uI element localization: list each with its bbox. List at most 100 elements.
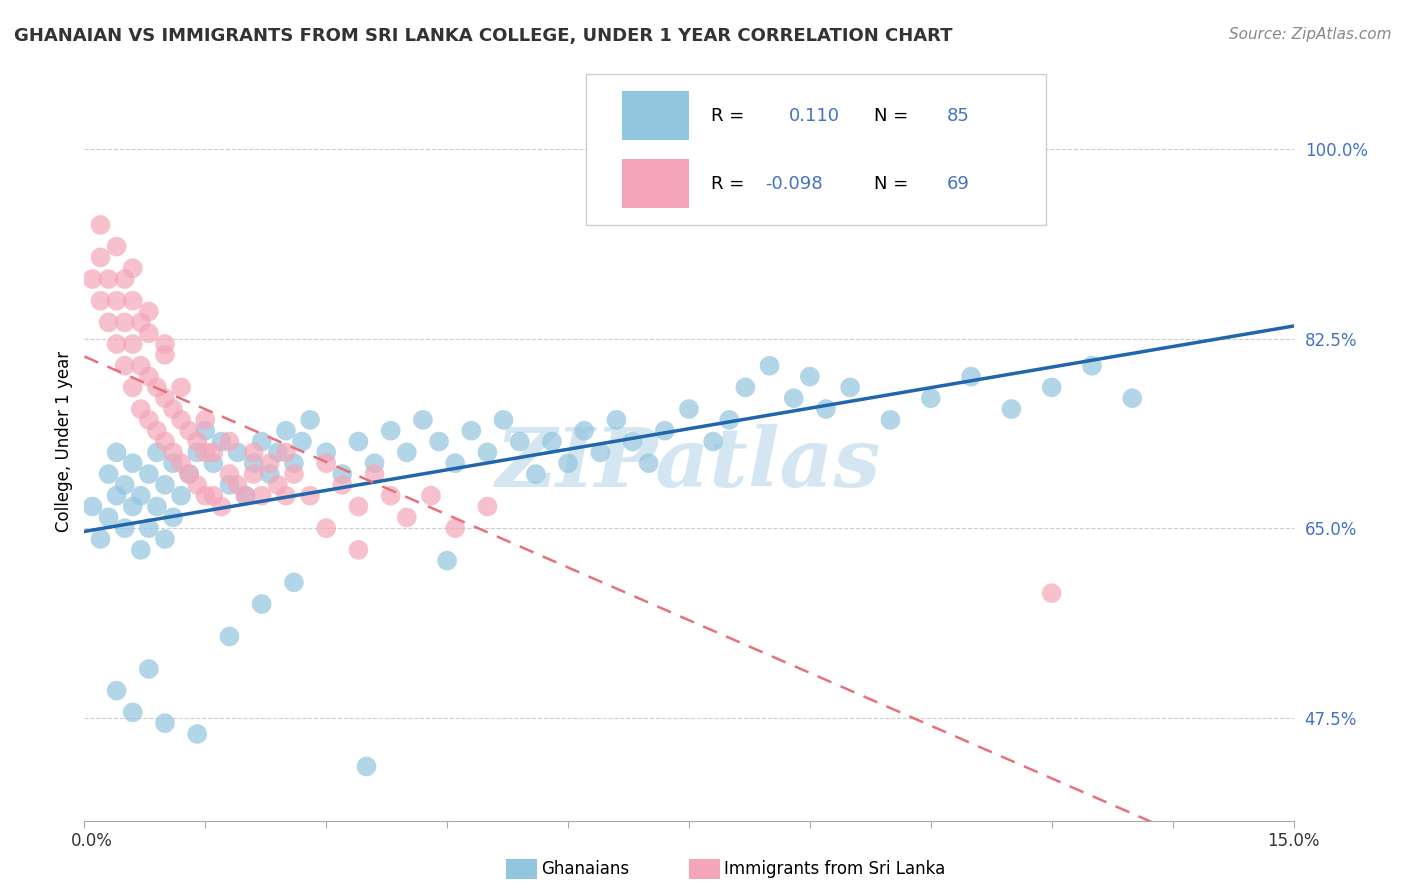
Point: [209, 434, 232, 449]
Point: [589, 445, 612, 459]
Point: [105, 489, 128, 503]
Point: [146, 445, 169, 459]
Point: [718, 413, 741, 427]
Point: [146, 424, 169, 438]
Point: [920, 391, 942, 405]
Text: N =: N =: [875, 106, 908, 125]
Point: [347, 500, 370, 514]
Point: [97, 315, 120, 329]
Point: [678, 402, 700, 417]
Point: [129, 315, 152, 329]
Point: [82, 500, 104, 514]
Point: [315, 521, 337, 535]
Point: [121, 293, 143, 308]
Point: [605, 413, 627, 427]
Point: [114, 521, 136, 535]
Point: [97, 510, 120, 524]
Point: [226, 478, 249, 492]
Point: [121, 337, 143, 351]
Point: [259, 456, 281, 470]
Point: [734, 380, 756, 394]
Point: [194, 413, 217, 427]
Point: [242, 445, 264, 459]
Point: [330, 467, 353, 481]
Point: [291, 434, 314, 449]
Point: [1081, 359, 1104, 373]
Point: [121, 380, 143, 394]
Point: [347, 434, 370, 449]
Point: [129, 402, 152, 417]
Text: 0.0%: 0.0%: [70, 831, 112, 849]
Point: [799, 369, 821, 384]
Point: [250, 489, 273, 503]
Point: [153, 716, 176, 731]
Point: [783, 391, 806, 405]
Point: [194, 445, 217, 459]
Point: [162, 402, 184, 417]
Point: [242, 456, 264, 470]
Point: [179, 467, 201, 481]
Point: [315, 456, 337, 470]
Point: [274, 445, 297, 459]
Point: [283, 467, 305, 481]
Point: [138, 467, 160, 481]
Point: [89, 218, 111, 232]
Point: [186, 478, 208, 492]
Point: [202, 489, 225, 503]
Point: [541, 434, 564, 449]
Point: [186, 727, 208, 741]
Point: [114, 359, 136, 373]
Point: [654, 424, 676, 438]
Point: [420, 489, 443, 503]
Point: [274, 489, 297, 503]
Point: [218, 467, 240, 481]
Point: [637, 456, 659, 470]
Point: [444, 521, 467, 535]
Point: [1040, 380, 1063, 394]
Point: [194, 489, 217, 503]
Point: [153, 478, 176, 492]
Point: [179, 467, 201, 481]
Point: [702, 434, 724, 449]
Point: [105, 445, 128, 459]
Point: [274, 424, 297, 438]
Text: Immigrants from Sri Lanka: Immigrants from Sri Lanka: [724, 860, 945, 878]
Point: [153, 348, 176, 362]
Point: [138, 369, 160, 384]
Point: [146, 380, 169, 394]
Point: [179, 424, 201, 438]
Point: [267, 445, 290, 459]
Point: [283, 456, 305, 470]
Point: [395, 510, 418, 524]
Text: GHANAIAN VS IMMIGRANTS FROM SRI LANKA COLLEGE, UNDER 1 YEAR CORRELATION CHART: GHANAIAN VS IMMIGRANTS FROM SRI LANKA CO…: [14, 27, 952, 45]
Point: [121, 456, 143, 470]
Point: [114, 315, 136, 329]
Point: [283, 575, 305, 590]
Point: [250, 434, 273, 449]
Point: [114, 478, 136, 492]
Point: [129, 542, 152, 557]
Point: [114, 272, 136, 286]
Point: [299, 489, 322, 503]
Point: [460, 424, 482, 438]
Point: [121, 500, 143, 514]
Point: [89, 293, 111, 308]
Point: [138, 304, 160, 318]
Point: [97, 272, 120, 286]
Point: [380, 489, 402, 503]
Point: [121, 261, 143, 276]
Point: [170, 456, 193, 470]
Point: [218, 478, 240, 492]
Point: [153, 391, 176, 405]
Text: -0.098: -0.098: [765, 175, 823, 193]
Point: [105, 337, 128, 351]
Point: [436, 554, 458, 568]
Point: [226, 445, 249, 459]
Bar: [623, 159, 689, 209]
Point: [363, 456, 385, 470]
Text: N =: N =: [875, 175, 908, 193]
Point: [363, 467, 385, 481]
Point: [477, 445, 499, 459]
Point: [89, 251, 111, 265]
Point: [235, 489, 257, 503]
